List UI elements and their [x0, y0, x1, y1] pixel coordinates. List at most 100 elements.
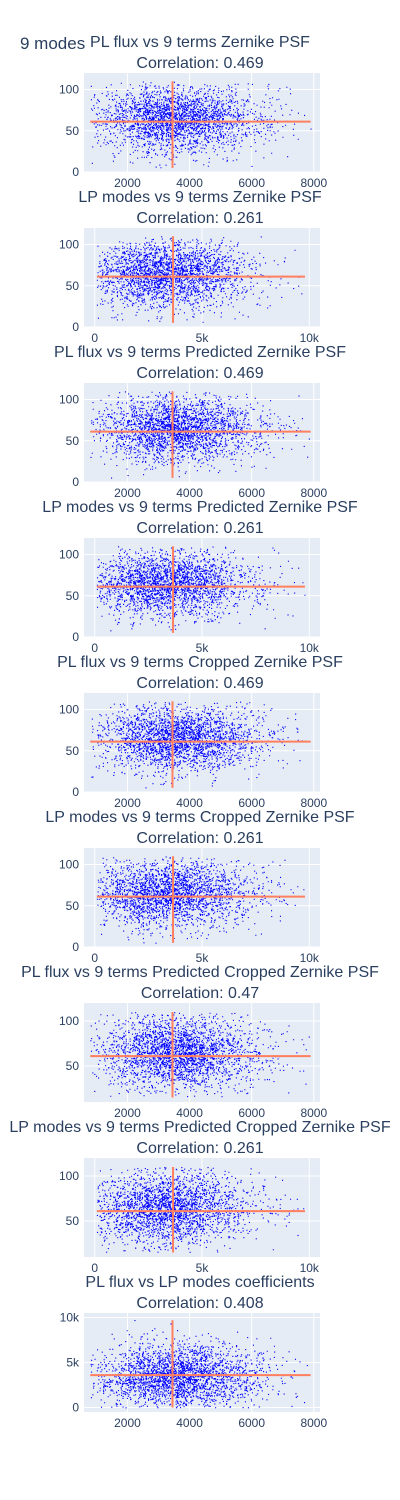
y-tick-label: 100 — [59, 1014, 79, 1028]
x-tick-label: 2000 — [114, 1106, 141, 1120]
y-tick-label: 100 — [59, 238, 79, 252]
scatter-point-cloud — [96, 546, 306, 632]
y-tick-label: 50 — [66, 589, 80, 603]
subplot-subtitle: Correlation: 0.261 — [136, 1140, 263, 1157]
scatter-points — [90, 391, 310, 479]
scatter-points — [96, 236, 303, 323]
subplot-subtitle: Correlation: 0.408 — [136, 1295, 263, 1312]
scatter-points — [96, 546, 306, 632]
subplot-2: LP modes vs 9 terms Zernike PSF Correlati… — [59, 189, 322, 345]
subplot-title: PL flux vs 9 terms Zernike PSF — [90, 34, 310, 51]
scatter-points — [96, 1167, 305, 1253]
x-tick-label: 0 — [91, 951, 98, 965]
y-tick-label: 100 — [59, 83, 79, 97]
subplot-subtitle: Correlation: 0.469 — [136, 675, 263, 692]
y-tick-label: 50 — [66, 279, 80, 293]
y-tick-label: 50 — [66, 1214, 80, 1228]
subplot-3: PL flux vs 9 terms Predicted Zernike PSF… — [54, 344, 346, 500]
x-tick-label: 6000 — [238, 1416, 265, 1430]
x-tick-label: 4000 — [176, 1106, 203, 1120]
scatter-points — [90, 81, 312, 169]
y-tick-label: 0 — [72, 320, 79, 334]
y-tick-label: 100 — [59, 703, 79, 717]
x-tick-label: 2000 — [114, 796, 141, 810]
x-tick-label: 8000 — [300, 796, 327, 810]
subplot-title: LP modes vs 9 terms Predicted Cropped Ze… — [9, 1119, 390, 1136]
y-tick-label: 0 — [72, 475, 79, 489]
scatter-point-cloud — [96, 236, 303, 323]
x-tick-label: 0 — [91, 641, 98, 655]
y-tick-label: 100 — [59, 393, 79, 407]
x-tick-label: 5k — [196, 641, 210, 655]
subplot-title: LP modes vs 9 terms Zernike PSF — [78, 189, 322, 206]
y-tick-label: 5k — [66, 1356, 80, 1370]
x-tick-label: 4000 — [176, 486, 203, 500]
y-tick-label: 0 — [72, 630, 79, 644]
scatter-point-cloud — [90, 81, 312, 169]
x-tick-label: 8000 — [300, 1106, 327, 1120]
scatter-point-cloud — [90, 1012, 310, 1098]
subplot-6: LP modes vs 9 terms Cropped Zernike PSF C… — [45, 809, 354, 965]
x-tick-label: 10k — [300, 641, 320, 655]
x-tick-label: 8000 — [300, 486, 327, 500]
scatter-point-cloud — [90, 701, 307, 789]
subplot-subtitle: Correlation: 0.261 — [136, 210, 263, 227]
x-tick-label: 4000 — [176, 176, 203, 190]
x-tick-label: 6000 — [238, 176, 265, 190]
subplot-7: PL flux vs 9 terms Predicted Cropped Zer… — [21, 964, 379, 1120]
y-tick-label: 0 — [72, 785, 79, 799]
scatter-points — [90, 701, 307, 789]
subplot-subtitle: Correlation: 0.469 — [136, 365, 263, 382]
subplot-title: PL flux vs 9 terms Cropped Zernike PSF — [57, 654, 343, 671]
x-tick-label: 4000 — [176, 796, 203, 810]
scatter-point-cloud — [90, 391, 310, 479]
subplot-subtitle: Correlation: 0.47 — [141, 985, 259, 1002]
subplot-subtitle: Correlation: 0.261 — [136, 520, 263, 537]
subplot-5: PL flux vs 9 terms Cropped Zernike PSF Co… — [57, 654, 343, 810]
x-tick-label: 6000 — [238, 1106, 265, 1120]
figure-title: 9 modes — [20, 34, 86, 53]
x-tick-label: 0 — [91, 1261, 98, 1275]
subplot-subtitle: Correlation: 0.469 — [136, 55, 263, 72]
x-tick-label: 2000 — [114, 1416, 141, 1430]
y-tick-label: 0 — [72, 165, 79, 179]
subplot-title: PL flux vs 9 terms Predicted Cropped Zer… — [21, 964, 379, 981]
subplot-title: PL flux vs 9 terms Predicted Zernike PSF — [54, 344, 346, 361]
x-tick-label: 0 — [91, 331, 98, 345]
y-tick-label: 100 — [59, 1169, 79, 1183]
x-tick-label: 2000 — [114, 176, 141, 190]
x-tick-label: 6000 — [238, 796, 265, 810]
subplot-8: LP modes vs 9 terms Predicted Cropped Ze… — [9, 1119, 390, 1275]
scatter-points — [90, 1012, 310, 1098]
subplot-9: PL flux vs LP modes coefficients Correlat… — [60, 1274, 328, 1430]
x-tick-label: 2000 — [114, 486, 141, 500]
x-tick-label: 8000 — [300, 1416, 327, 1430]
subplot-title: PL flux vs LP modes coefficients — [85, 1274, 314, 1291]
y-tick-label: 50 — [66, 124, 80, 138]
subplot-title: LP modes vs 9 terms Cropped Zernike PSF — [45, 809, 354, 826]
y-tick-label: 50 — [66, 434, 80, 448]
x-tick-label: 8000 — [300, 176, 327, 190]
x-tick-label: 10k — [300, 331, 320, 345]
y-tick-label: 0 — [72, 1401, 79, 1415]
y-tick-label: 50 — [66, 1059, 80, 1073]
y-tick-label: 0 — [72, 940, 79, 954]
x-tick-label: 5k — [196, 1261, 210, 1275]
scatter-point-cloud — [96, 1167, 305, 1253]
x-tick-label: 5k — [196, 951, 210, 965]
x-tick-label: 6000 — [238, 486, 265, 500]
x-tick-label: 10k — [300, 951, 320, 965]
subplot-4: LP modes vs 9 terms Predicted Zernike PS… — [42, 499, 358, 655]
subplot-subtitle: Correlation: 0.261 — [136, 830, 263, 847]
y-tick-label: 100 — [59, 548, 79, 562]
scatter-point-cloud — [96, 856, 305, 944]
x-tick-label: 4000 — [176, 1416, 203, 1430]
subplot-1: PL flux vs 9 terms Zernike PSF Correlatio… — [59, 34, 327, 190]
subplot-title: LP modes vs 9 terms Predicted Zernike PS… — [42, 499, 358, 516]
y-tick-label: 50 — [66, 744, 80, 758]
x-tick-label: 5k — [196, 331, 210, 345]
y-tick-label: 100 — [59, 858, 79, 872]
y-tick-label: 10k — [60, 1311, 80, 1325]
scatter-points — [96, 856, 305, 944]
